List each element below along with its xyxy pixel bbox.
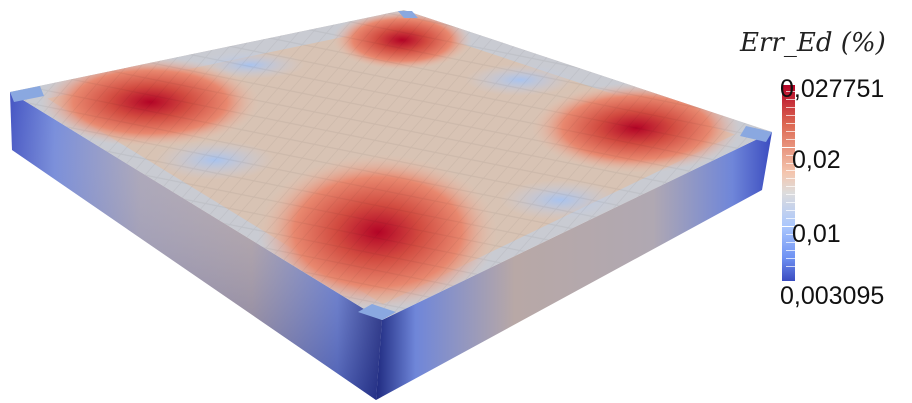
colorbar-minor-tick (786, 186, 795, 188)
colorbar-minor-tick (786, 170, 795, 172)
plate-front-right-face (376, 132, 772, 400)
colorbar-minor-tick (786, 162, 795, 164)
legend-tick-label: 0,02 (792, 146, 841, 174)
colorbar-minor-tick (786, 98, 795, 100)
colorbar-minor-tick (786, 202, 795, 204)
corner-tile-top (398, 11, 418, 18)
colorbar-minor-tick (786, 130, 795, 132)
legend-min-label: 0,003095 (780, 282, 885, 310)
colorbar-minor-tick (786, 265, 795, 267)
legend-title: Err_Ed (%) (740, 28, 886, 58)
colorbar-minor-tick (786, 122, 795, 124)
color-legend: Err_Ed (%) 0,027751 0,02 0,01 0,003095 (740, 22, 912, 322)
colorbar-minor-tick (786, 90, 795, 92)
colorbar-minor-tick (786, 218, 795, 220)
colorbar-minor-tick (782, 146, 795, 148)
corner-tile-front (358, 304, 396, 320)
colorbar-minor-tick (782, 226, 795, 228)
colorbar-minor-tick (786, 257, 795, 259)
colorbar-minor-tick (786, 154, 795, 156)
corner-tile-left (10, 86, 44, 102)
colorbar (782, 85, 795, 281)
colorbar-minor-tick (786, 106, 795, 108)
corner-tile-right (740, 126, 772, 142)
colorbar-minor-tick (786, 194, 795, 196)
colorbar-minor-tick (786, 178, 795, 180)
colorbar-minor-tick (786, 114, 795, 116)
colorbar-minor-tick (786, 249, 795, 251)
colorbar-minor-tick (786, 210, 795, 212)
legend-tick-label: 0,01 (792, 220, 841, 248)
legend-max-label: 0,027751 (780, 75, 885, 103)
plate-front-left-shade (10, 92, 382, 400)
colorbar-minor-tick (786, 234, 795, 236)
colorbar-minor-tick (786, 242, 795, 243)
colorbar-minor-tick (786, 138, 795, 140)
